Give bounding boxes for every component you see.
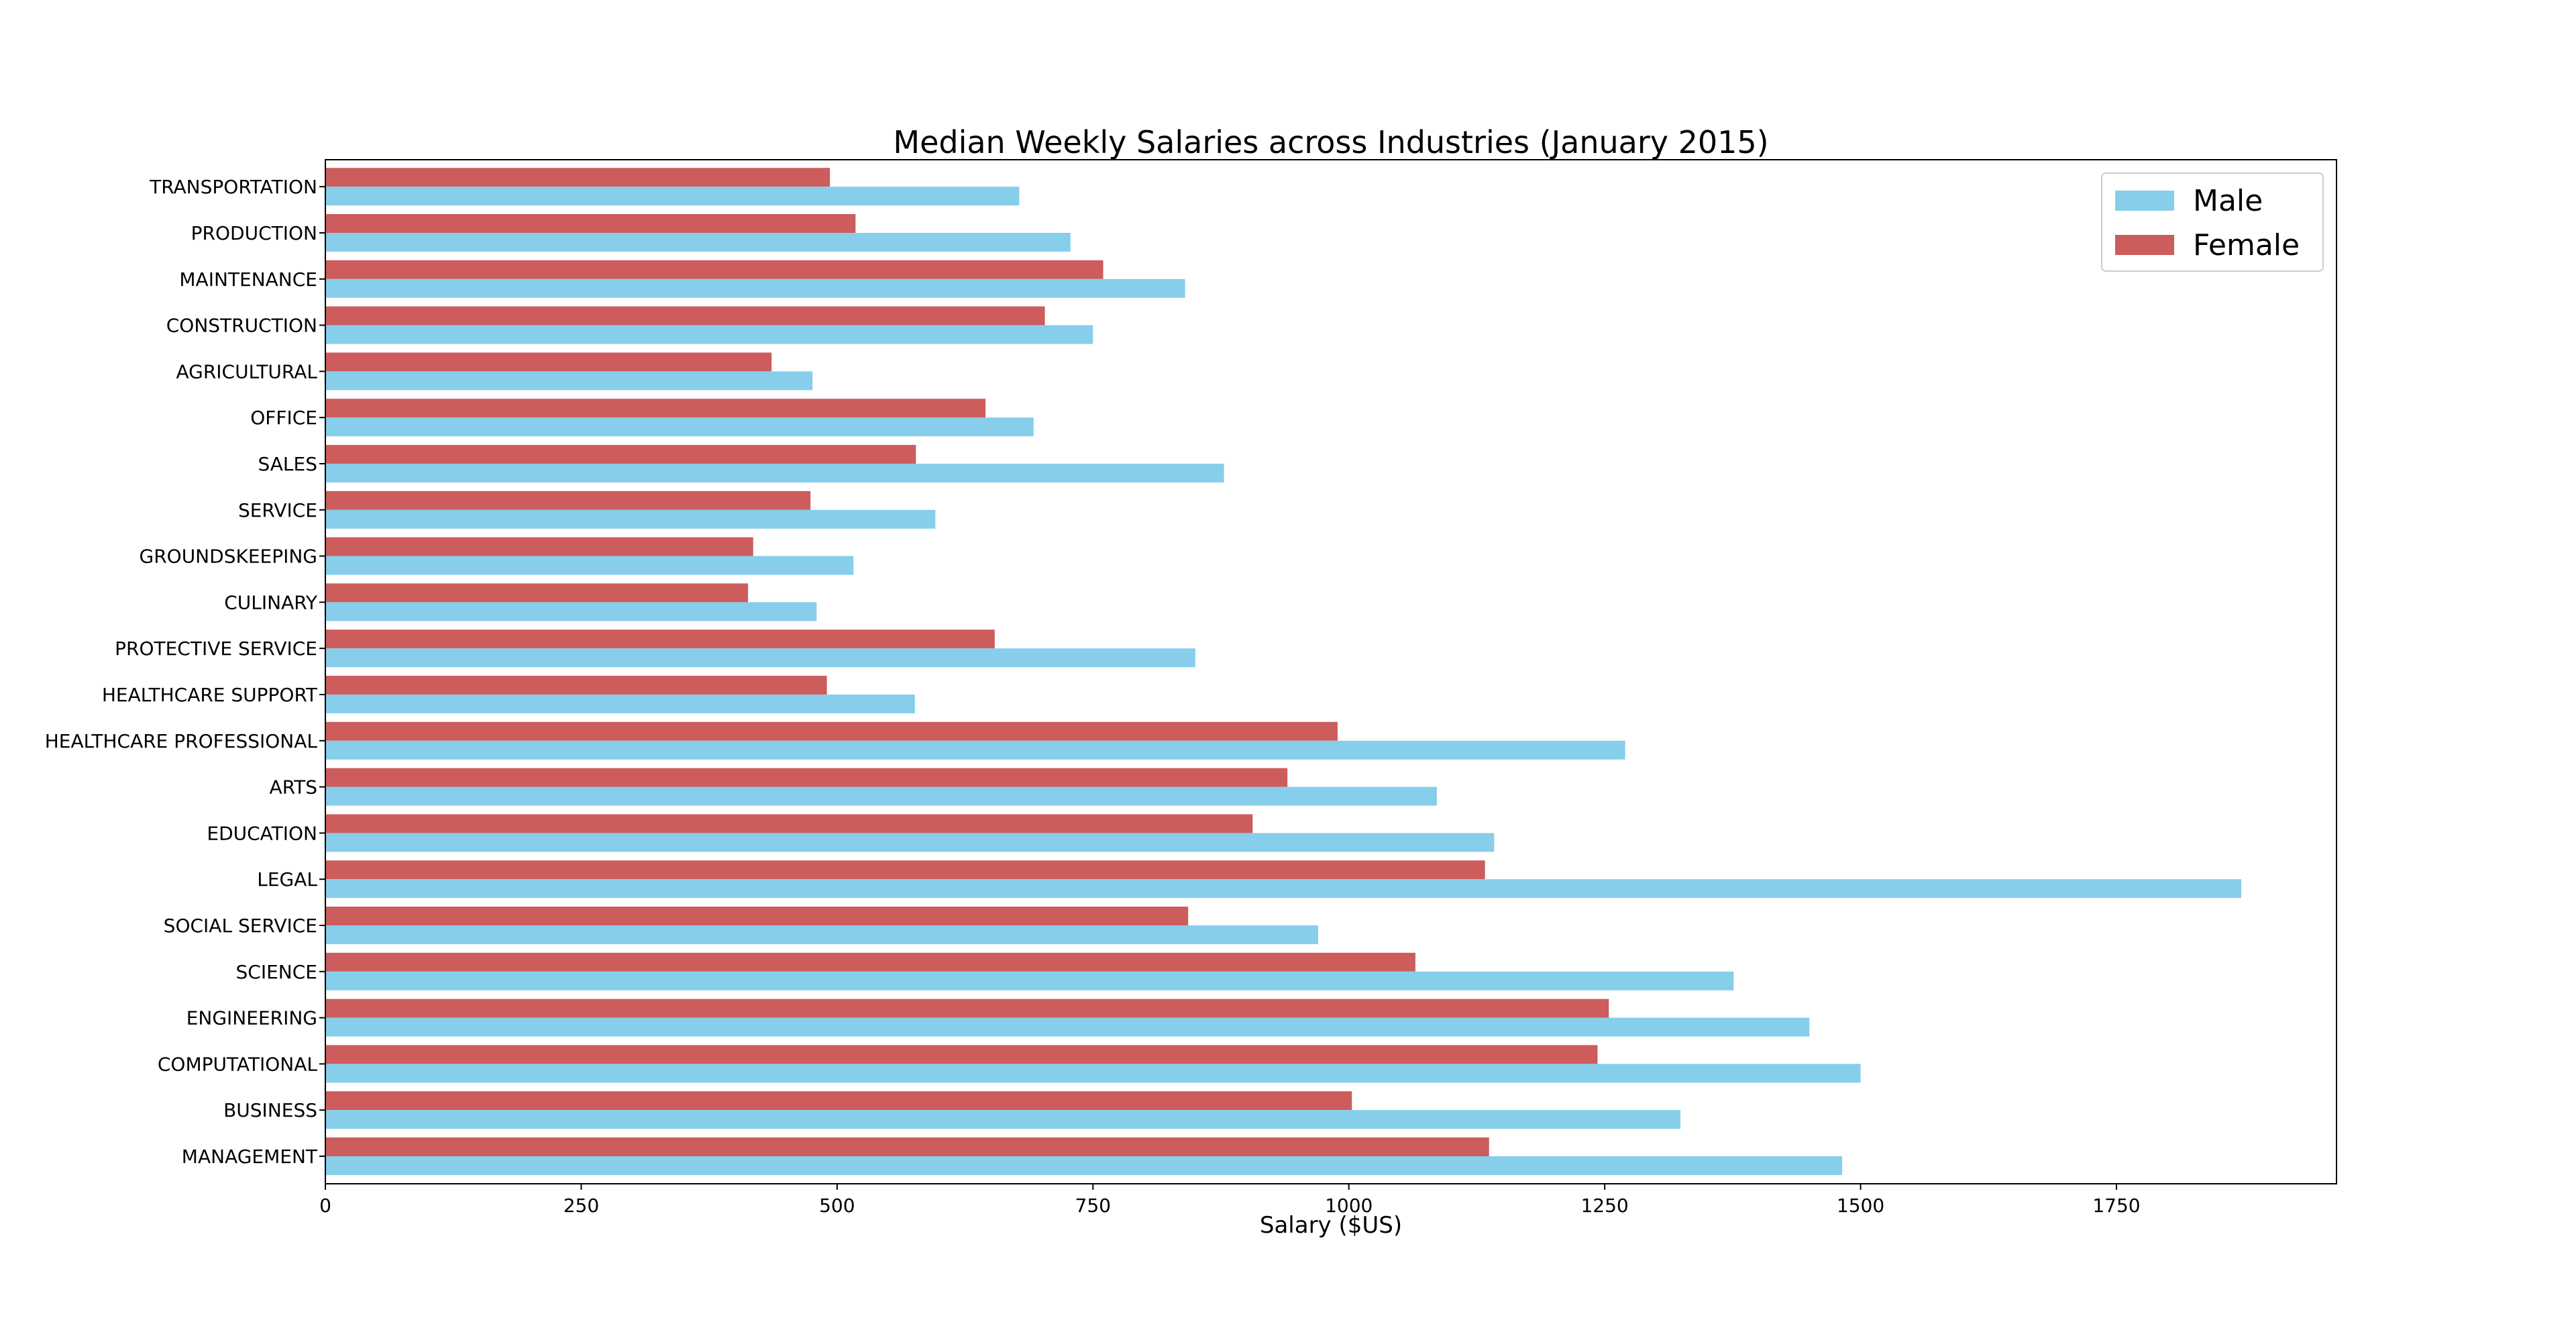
- bar-male-sales: [325, 464, 1224, 482]
- y-tick-label: OFFICE: [250, 407, 317, 429]
- y-tick-label: SOCIAL SERVICE: [164, 915, 317, 937]
- bar-male-engineering: [325, 1017, 1810, 1037]
- x-tick-label: 250: [564, 1194, 599, 1217]
- legend-swatch-female: [2115, 235, 2174, 255]
- y-tick-label: HEALTHCARE PROFESSIONAL: [45, 730, 318, 752]
- bar-female-legal: [325, 860, 1485, 880]
- bar-female-engineering: [325, 999, 1609, 1018]
- bar-female-sales: [325, 445, 916, 464]
- legend-swatch-male: [2115, 191, 2174, 211]
- x-axis-label: Salary ($US): [1260, 1212, 1402, 1239]
- y-tick-label: EDUCATION: [207, 822, 317, 844]
- y-tick-label: BUSINESS: [223, 1099, 317, 1121]
- legend-label-female: Female: [2193, 228, 2300, 262]
- bar-female-agricultural: [325, 352, 772, 372]
- legend: Male Female: [2101, 172, 2324, 272]
- bar-male-maintenance: [325, 278, 1185, 298]
- y-tick-label: ENGINEERING: [186, 1007, 317, 1029]
- bar-female-transportation: [325, 168, 830, 187]
- bar-male-agricultural: [325, 371, 813, 391]
- chart-title: Median Weekly Salaries across Industries…: [893, 124, 1768, 160]
- y-tick-label: MANAGEMENT: [182, 1146, 318, 1168]
- bar-female-protective-service: [325, 629, 995, 649]
- y-tick-label: TRANSPORTATION: [149, 176, 317, 198]
- y-tick-label: CONSTRUCTION: [166, 315, 317, 337]
- bar-female-production: [325, 214, 856, 233]
- bar-female-office: [325, 399, 986, 418]
- bar-female-arts: [325, 768, 1288, 787]
- x-tick-label: 750: [1075, 1194, 1111, 1217]
- bar-female-management: [325, 1137, 1489, 1156]
- bar-male-arts: [325, 786, 1437, 806]
- y-tick-label: LEGAL: [257, 868, 317, 891]
- x-tick-label: 1250: [1580, 1194, 1628, 1217]
- bar-male-service: [325, 509, 936, 529]
- bar-female-construction: [325, 306, 1045, 325]
- bar-male-management: [325, 1156, 1843, 1175]
- x-tick-label: 1500: [1837, 1194, 1884, 1217]
- y-tick-label: PROTECTIVE SERVICE: [115, 638, 317, 660]
- bar-male-office: [325, 417, 1034, 437]
- bars-layer: [325, 168, 2242, 1175]
- y-tick-label: ARTS: [270, 776, 317, 799]
- bar-male-social-service: [325, 925, 1318, 944]
- bar-male-groundskeeping: [325, 556, 854, 575]
- y-tick-label: PRODUCTION: [191, 222, 317, 244]
- bar-male-healthcare-support: [325, 695, 915, 713]
- ticks-layer: MANAGEMENT BUSINESS COMPUTATIONAL ENGINEERI…: [45, 176, 2141, 1217]
- legend-label-male: Male: [2193, 184, 2263, 218]
- x-tick-label: 1750: [2092, 1194, 2140, 1217]
- y-tick-label: COMPUTATIONAL: [158, 1053, 318, 1075]
- bar-female-healthcare-support: [325, 676, 827, 695]
- bar-male-education: [325, 833, 1495, 852]
- x-tick-label: 1000: [1325, 1194, 1373, 1217]
- y-tick-label: HEALTHCARE SUPPORT: [102, 684, 318, 706]
- bar-female-education: [325, 814, 1253, 833]
- x-tick-label: 500: [819, 1194, 855, 1217]
- bar-female-social-service: [325, 907, 1189, 925]
- y-tick-label: SERVICE: [238, 499, 317, 521]
- y-tick-label: CULINARY: [224, 591, 318, 613]
- bar-female-maintenance: [325, 260, 1104, 279]
- bar-male-science: [325, 971, 1734, 990]
- bar-female-computational: [325, 1045, 1598, 1064]
- bar-female-healthcare-professional: [325, 721, 1338, 741]
- x-tick-label: 0: [319, 1194, 331, 1217]
- bar-male-legal: [325, 879, 2242, 899]
- bar-male-protective-service: [325, 648, 1195, 668]
- bar-male-healthcare-professional: [325, 740, 1625, 760]
- bar-female-service: [325, 491, 811, 510]
- bar-female-business: [325, 1091, 1352, 1111]
- y-tick-label: SCIENCE: [236, 961, 317, 983]
- y-tick-label: MAINTENANCE: [179, 268, 317, 291]
- bar-male-computational: [325, 1064, 1861, 1083]
- bar-male-transportation: [325, 187, 1020, 206]
- bar-female-culinary: [325, 583, 749, 603]
- bar-male-culinary: [325, 602, 817, 621]
- plot-frame: [325, 159, 2337, 1184]
- bar-male-business: [325, 1110, 1681, 1129]
- bar-female-science: [325, 952, 1415, 972]
- bar-male-production: [325, 233, 1071, 252]
- bar-female-groundskeeping: [325, 537, 753, 556]
- y-tick-label: SALES: [258, 453, 317, 475]
- y-tick-label: GROUNDSKEEPING: [140, 546, 318, 568]
- y-tick-label: AGRICULTURAL: [176, 360, 317, 383]
- bar-male-construction: [325, 325, 1093, 344]
